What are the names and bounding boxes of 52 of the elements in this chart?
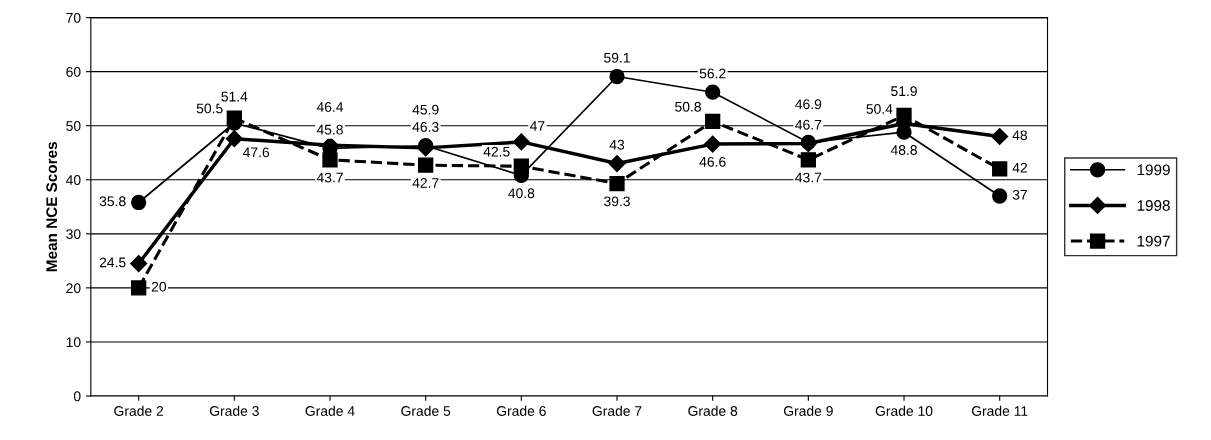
data-label: 20: [151, 281, 167, 292]
data-label: 51.4: [221, 91, 248, 102]
data-label: 47.6: [242, 147, 270, 158]
data-label: 37: [1012, 189, 1027, 200]
data-label: 42.7: [412, 178, 439, 188]
x-tick-label: Grade 3: [209, 405, 259, 416]
data-label: 48.8: [890, 145, 917, 155]
data-label: 50.5: [196, 103, 223, 114]
y-tick-label: 0: [73, 391, 81, 402]
data-label: 46.3: [412, 122, 439, 132]
legend-label: 1998: [1137, 200, 1170, 211]
data-label: 50.8: [675, 101, 701, 112]
y-tick-label: 50: [66, 121, 81, 131]
data-label: 47: [529, 121, 545, 131]
data-label: 39.3: [604, 196, 630, 207]
data-label: 46.9: [795, 99, 822, 110]
data-label: 46.4: [316, 102, 344, 112]
x-tick-label: Grade 8: [688, 405, 738, 416]
x-tick-label: Grade 4: [305, 405, 355, 416]
data-label: 56.2: [699, 68, 726, 79]
y-tick-label: 60: [66, 66, 81, 77]
x-tick-label: Grade 7: [592, 405, 642, 416]
data-label: 48: [1012, 130, 1028, 141]
x-tick-label: Grade 5: [401, 405, 451, 416]
legend-label: 1999: [1137, 164, 1170, 176]
data-label: 43.7: [316, 172, 343, 183]
y-tick-label: 70: [66, 12, 81, 23]
y-tick-label: 20: [66, 283, 81, 294]
x-tick-label: Grade 11: [971, 405, 1028, 416]
x-tick-label: Grade 10: [875, 405, 933, 416]
y-axis-title: Mean NCE Scores: [46, 142, 58, 272]
x-tick-label: Grade 2: [114, 405, 164, 416]
data-label: 40.8: [508, 188, 535, 199]
data-label: 51.9: [891, 86, 917, 97]
data-label: 45.9: [412, 104, 439, 115]
legend-label: 1997: [1137, 235, 1170, 247]
data-label: 35.8: [99, 196, 126, 207]
data-label: 43.7: [795, 172, 822, 183]
data-label: 45.8: [316, 124, 343, 135]
data-label: 42.5: [483, 146, 510, 157]
data-label: 50.4: [866, 104, 893, 114]
x-tick-label: Grade 6: [496, 405, 546, 416]
data-label: 42: [1012, 162, 1027, 173]
y-tick-label: 30: [66, 229, 81, 239]
y-tick-label: 40: [65, 175, 81, 185]
data-label: 43: [609, 139, 625, 150]
data-label: 24.5: [99, 257, 126, 268]
data-label: 46.6: [699, 156, 726, 167]
x-tick-label: Grade 9: [783, 405, 833, 416]
data-label: 59.1: [604, 52, 630, 63]
data-label: 46.7: [795, 119, 822, 130]
y-tick-label: 10: [66, 337, 81, 348]
